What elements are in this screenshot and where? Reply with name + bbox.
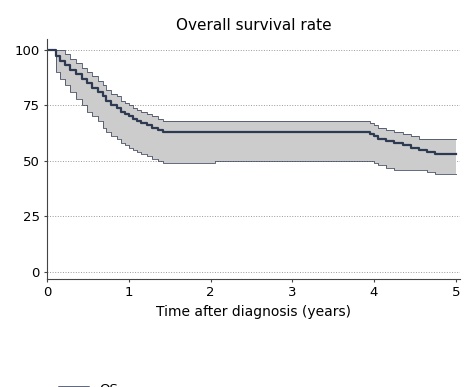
Title: Overall survival rate: Overall survival rate xyxy=(176,18,331,33)
Legend: OS, 95% CI: OS, 95% CI xyxy=(54,377,151,387)
X-axis label: Time after diagnosis (years): Time after diagnosis (years) xyxy=(156,305,351,319)
